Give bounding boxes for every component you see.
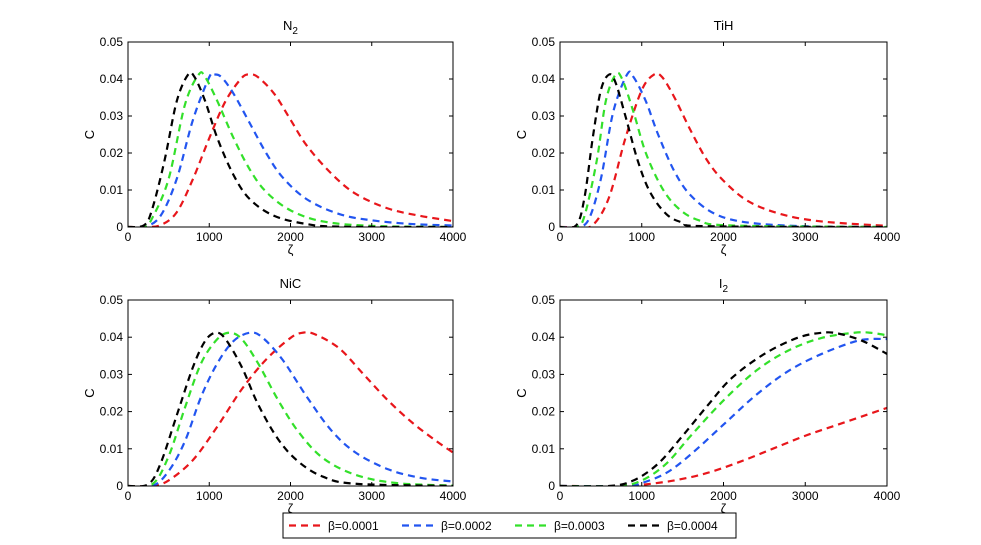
- panel-3: 0 1000 2000 3000 4000 0 0.01 0.02 0.03 0.04 0.05 Ni…: [82, 276, 467, 516]
- y-tick-label: 0.03: [532, 109, 556, 123]
- series-line-4: [560, 73, 887, 227]
- x-tick-label: 3000: [792, 230, 819, 244]
- y-tick-label: 0.04: [532, 72, 556, 86]
- series-line-2: [560, 337, 887, 486]
- y-axis-label: C: [82, 388, 97, 397]
- y-tick-label: 0.01: [532, 442, 556, 456]
- panel-1: 0 1000 2000 3000 4000 0 0.01 0.02 0.03 0.04 0.05 N2…: [82, 18, 467, 257]
- y-tick-label: 0.02: [100, 405, 124, 419]
- series-line-1: [560, 72, 887, 227]
- y-tick-label: 0.03: [100, 109, 124, 123]
- x-tick-label: 3000: [358, 489, 385, 503]
- y-axis-label: C: [82, 130, 97, 139]
- series-line-3: [128, 331, 453, 486]
- series-line-2: [560, 70, 887, 227]
- y-tick-label: 0.04: [100, 330, 124, 344]
- x-axis-label: ζ: [721, 242, 727, 257]
- y-axis-label: C: [514, 388, 529, 397]
- panel-title: I2: [719, 276, 729, 295]
- legend-label: β=0.0004: [667, 519, 718, 533]
- y-tick-label: 0.02: [532, 146, 556, 160]
- series-line-2: [128, 71, 453, 227]
- x-tick-label: 4000: [440, 489, 467, 503]
- x-axis-label: ζ: [721, 501, 727, 516]
- legend-label: β=0.0002: [441, 519, 492, 533]
- panel-2: 0 1000 2000 3000 4000 0 0.01 0.02 0.03 0.04 0.05 Ti…: [514, 18, 901, 257]
- panel-title: NiC: [280, 276, 302, 291]
- panel-title-main: NiC: [280, 276, 302, 291]
- series-line-1: [128, 331, 453, 486]
- x-tick-label: 0: [557, 230, 564, 244]
- x-tick-label: 1000: [628, 230, 655, 244]
- x-axis-label: ζ: [288, 242, 294, 257]
- series-line-3: [560, 71, 887, 227]
- y-tick-label: 0.01: [100, 183, 124, 197]
- y-tick-label: 0: [548, 479, 555, 493]
- legend-label: β=0.0001: [328, 519, 379, 533]
- y-tick-label: 0.05: [100, 293, 124, 307]
- x-tick-label: 3000: [358, 230, 385, 244]
- series-line-4: [560, 331, 887, 486]
- series-group: [560, 331, 887, 486]
- y-tick-label: 0.04: [532, 330, 556, 344]
- series-line-2: [128, 331, 453, 486]
- panel-title-main: TiH: [714, 18, 734, 33]
- panel-4: 0 1000 2000 3000 4000 0 0.01 0.02 0.03 0.04 0.05 I2…: [514, 276, 901, 516]
- panel-title: N2: [283, 18, 298, 37]
- y-tick-label: 0: [116, 479, 123, 493]
- panel-title-subscript: 2: [723, 284, 729, 295]
- y-tick-label: 0.02: [100, 146, 124, 160]
- legend: β=0.0001 β=0.0002 β=0.0003 β=0.0004: [282, 512, 737, 539]
- x-tick-label: 2000: [710, 489, 737, 503]
- y-tick-label: 0: [548, 220, 555, 234]
- y-tick-label: 0.04: [100, 72, 124, 86]
- y-tick-label: 0.05: [100, 35, 124, 49]
- x-tick-label: 0: [557, 489, 564, 503]
- series-line-4: [128, 331, 453, 486]
- x-axis-label: ζ: [288, 501, 294, 516]
- x-tick-label: 0: [125, 489, 132, 503]
- y-tick-label: 0: [116, 220, 123, 234]
- series-line-1: [128, 73, 453, 227]
- legend-box: [282, 512, 737, 539]
- y-tick-label: 0.05: [532, 293, 556, 307]
- panel-title: TiH: [714, 18, 734, 33]
- y-axis-label: C: [514, 130, 529, 139]
- series-line-3: [560, 331, 887, 486]
- y-tick-label: 0.01: [100, 442, 124, 456]
- y-tick-label: 0.03: [100, 367, 124, 381]
- x-tick-label: 0: [125, 230, 132, 244]
- x-tick-label: 1000: [196, 489, 223, 503]
- series-group: [128, 71, 453, 227]
- panel-title-main: N: [283, 18, 292, 33]
- x-tick-label: 4000: [440, 230, 467, 244]
- legend-label: β=0.0003: [554, 519, 605, 533]
- series-line-4: [128, 71, 453, 227]
- axes-frame: [127, 41, 454, 228]
- panel-title-main: I: [719, 276, 723, 291]
- axes-frame: [559, 299, 888, 487]
- x-tick-label: 1000: [628, 489, 655, 503]
- y-tick-label: 0.01: [532, 183, 556, 197]
- x-tick-label: 4000: [874, 489, 901, 503]
- x-tick-label: 1000: [196, 230, 223, 244]
- x-tick-label: 3000: [792, 489, 819, 503]
- panel-title-subscript: 2: [292, 26, 298, 37]
- x-tick-label: 2000: [710, 230, 737, 244]
- x-tick-label: 4000: [874, 230, 901, 244]
- y-tick-label: 0.05: [532, 35, 556, 49]
- series-group: [128, 331, 453, 486]
- x-tick-label: 2000: [277, 230, 304, 244]
- series-group: [560, 70, 887, 227]
- series-line-1: [560, 406, 887, 486]
- x-tick-label: 2000: [277, 489, 304, 503]
- y-tick-label: 0.03: [532, 367, 556, 381]
- y-tick-label: 0.02: [532, 405, 556, 419]
- series-line-3: [128, 71, 453, 227]
